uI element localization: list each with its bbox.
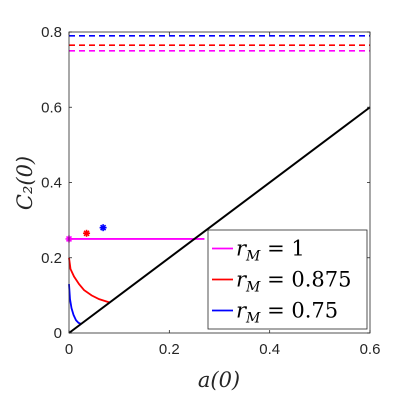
series-1-line xyxy=(68,257,110,304)
y-axis-label: C₂(0) xyxy=(13,156,37,210)
legend-entry: rM = 1 xyxy=(236,237,305,265)
series-2-line xyxy=(68,284,82,325)
series-2-marker-stroke xyxy=(100,224,107,231)
x-tick-label: 0 xyxy=(65,341,73,358)
plot-lines xyxy=(65,34,371,334)
y-tick-label: 0.4 xyxy=(41,175,62,192)
x-axis-label: a(0) xyxy=(198,368,240,392)
y-tick-label: 0.6 xyxy=(41,99,62,116)
diagonal-line xyxy=(68,106,371,334)
ticks: 0 0.2 0.4 0.6 0 0.2 0.4 0.6 0.8 xyxy=(41,24,380,358)
series-1-marker-stroke xyxy=(83,230,90,237)
series-2-marker xyxy=(99,224,107,232)
series-1-marker xyxy=(83,229,91,237)
x-tick-label: 0.4 xyxy=(259,341,280,358)
legend-box xyxy=(207,229,368,330)
y-tick-label: 0.2 xyxy=(41,250,62,267)
x-tick-label: 0.2 xyxy=(159,341,180,358)
x-tick-label: 0.6 xyxy=(360,341,381,358)
legend-entry: rM = 0.875 xyxy=(236,268,351,296)
legend: rM = 1 rM = 0.875 rM = 0.75 xyxy=(207,229,368,330)
y-tick-label: 0 xyxy=(54,325,62,342)
legend-entry: rM = 0.75 xyxy=(236,299,338,327)
y-tick-label: 0.8 xyxy=(41,24,62,41)
